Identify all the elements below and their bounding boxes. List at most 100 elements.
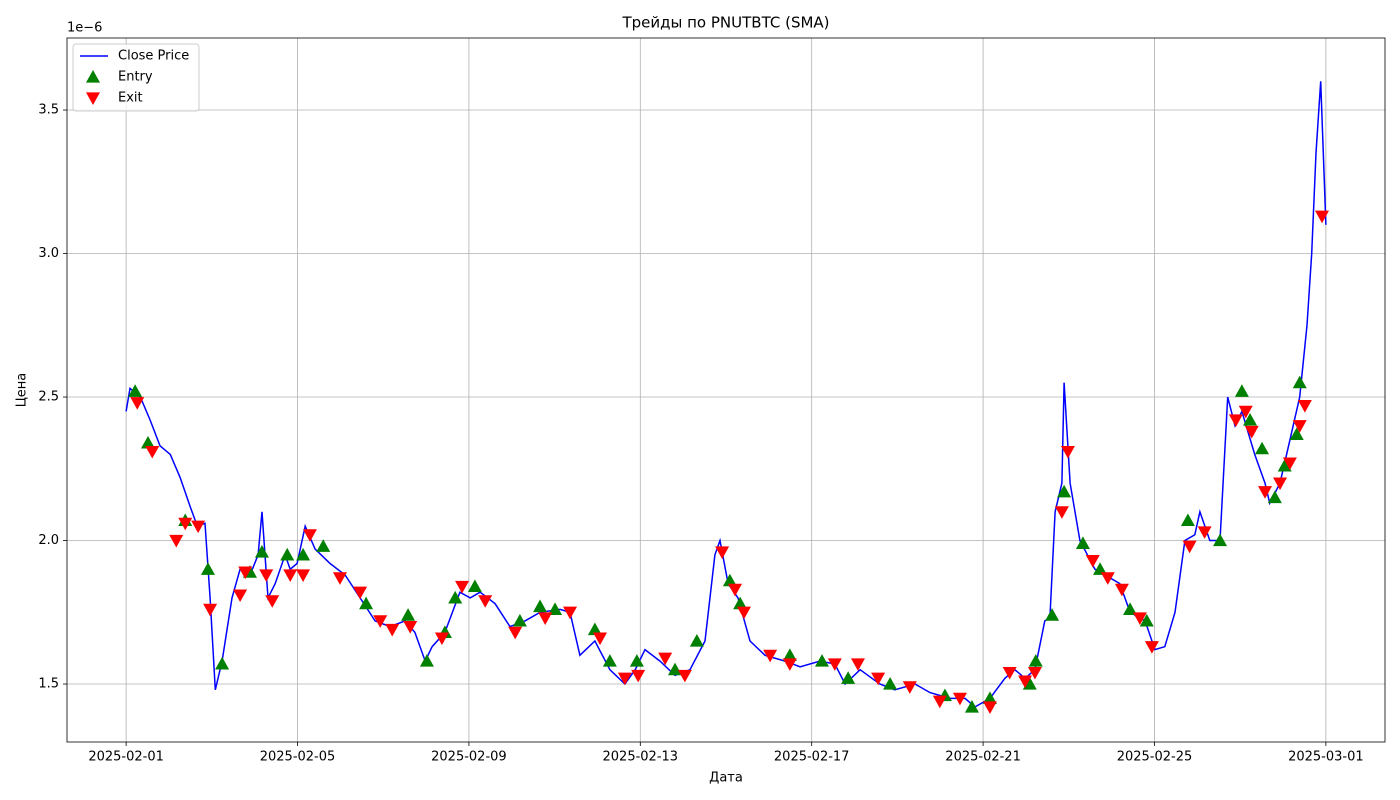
legend-label: Close Price (118, 49, 189, 64)
entry-marker (467, 579, 482, 593)
exit-marker (1197, 526, 1212, 539)
exit-marker (1144, 641, 1159, 654)
entry-marker (1234, 384, 1249, 397)
exit-marker (373, 615, 388, 628)
chart-title: Трейды по PNUTBTC (SMA) (621, 14, 829, 32)
exit-marker (727, 583, 742, 597)
exit-marker (982, 701, 997, 714)
exit-marker (1054, 506, 1069, 519)
x-tick-label: 2025-02-21 (945, 750, 1021, 765)
y-tick-label: 3.0 (38, 246, 59, 261)
exit-marker (1244, 425, 1259, 439)
entry-marker (722, 573, 737, 587)
entry-marker (254, 545, 269, 558)
legend: Close Price Entry Exit (72, 43, 200, 112)
entry-marker (841, 671, 856, 684)
legend-swatch (86, 70, 100, 83)
entry-marker (629, 654, 644, 667)
exit-marker (1085, 555, 1100, 568)
entry-marker (1093, 562, 1108, 575)
exit-marker (1132, 612, 1147, 626)
exit-marker (145, 445, 160, 459)
entry-marker (296, 547, 311, 561)
entry-marker (1180, 513, 1195, 527)
plot-data (125, 81, 1330, 714)
exit-marker (1297, 400, 1312, 413)
entry-marker (140, 435, 155, 449)
x-tick-label: 2025-02-13 (603, 750, 679, 765)
entry-marker (689, 633, 704, 647)
y-tick-label: 2.0 (38, 533, 59, 548)
exit-marker (296, 569, 311, 582)
exit-marker (736, 606, 751, 620)
entry-marker (1123, 602, 1138, 616)
legend-label: Entry (118, 70, 153, 85)
y-tick-label: 2.5 (38, 390, 59, 405)
price-line (125, 81, 1327, 708)
exit-marker (631, 669, 646, 683)
entry-marker (512, 613, 527, 627)
entry-marker (1057, 484, 1072, 498)
exit-marker (1002, 666, 1017, 680)
legend-box (72, 43, 200, 112)
exit-marker (259, 569, 274, 582)
x-tick-label: 2025-02-17 (774, 750, 850, 765)
entry-marker (419, 654, 434, 667)
exit-marker (434, 632, 449, 646)
entry-marker (1289, 427, 1304, 440)
exit-marker (677, 669, 692, 683)
grid: 2025-02-01 2025-02-05 2025-02-09 2025-02-13… (38, 38, 1385, 765)
exit-marker (593, 632, 608, 646)
exit-marker (782, 658, 797, 671)
entry-marker (215, 656, 230, 670)
entry-marker (1028, 654, 1043, 667)
exit-marker (952, 692, 967, 706)
exit-marker (617, 672, 632, 686)
exit-marker (178, 517, 193, 531)
exit-marker (233, 589, 248, 603)
x-tick-label: 2025-03-01 (1288, 750, 1364, 765)
exit-marker (1228, 414, 1243, 427)
exit-marker (169, 534, 184, 548)
entry-marker (1045, 608, 1060, 621)
exit-marker (1315, 210, 1330, 224)
entry-marker (814, 654, 829, 667)
entry-marker (587, 622, 602, 636)
exit-marker (1114, 583, 1129, 597)
entry-marker (448, 590, 463, 604)
entry-marker (1292, 375, 1307, 389)
entry-marker (982, 691, 997, 704)
exit-marker (455, 580, 470, 594)
legend-label: Exit (118, 91, 143, 106)
exit-marker (1182, 540, 1197, 554)
exit-marker (763, 649, 778, 663)
exit-marker (403, 621, 418, 634)
entry-marker (128, 384, 143, 397)
entry-marker (602, 654, 617, 667)
exit-marker (203, 603, 218, 617)
exit-marker (1238, 405, 1253, 419)
entry-marker (668, 662, 683, 676)
exit-marker (1258, 486, 1273, 499)
entry-marker (1139, 613, 1154, 627)
exit-marker (563, 606, 578, 620)
entry-marker (200, 562, 215, 575)
exit-marker (265, 595, 280, 608)
entry-marker (548, 602, 563, 616)
entry-marker (1075, 536, 1090, 549)
exit-marker (508, 626, 523, 640)
axis-offset-label: 1e−6 (67, 21, 102, 36)
entry-marker (733, 596, 748, 610)
exit-marker (1060, 445, 1075, 459)
entry-marker (883, 677, 898, 690)
exit-marker (283, 569, 298, 582)
exit-marker (302, 529, 317, 542)
entry-marker (1267, 490, 1282, 504)
exit-marker (1027, 666, 1042, 680)
plot-frame (66, 37, 1386, 743)
exit-marker (1018, 675, 1033, 689)
exit-marker (1292, 420, 1307, 433)
exit-marker (130, 397, 145, 410)
exit-marker (1282, 457, 1297, 471)
